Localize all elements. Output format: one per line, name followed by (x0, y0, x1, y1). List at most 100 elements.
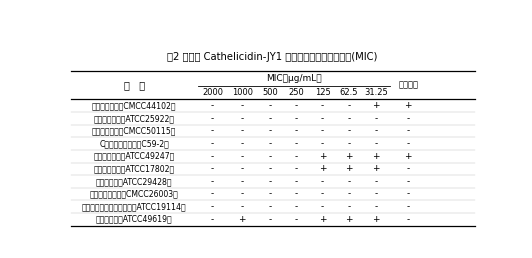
Text: +: + (319, 215, 326, 224)
Text: -: - (406, 139, 410, 148)
Text: -: - (406, 202, 410, 211)
Text: -: - (269, 215, 272, 224)
Text: 空肠弯曲菌（ATCC29428）: 空肠弯曲菌（ATCC29428） (96, 177, 172, 186)
Text: -: - (375, 177, 378, 186)
Text: -: - (347, 126, 351, 135)
Text: -: - (240, 139, 244, 148)
Text: -: - (269, 139, 272, 148)
Text: +: + (404, 101, 412, 110)
Text: -: - (211, 114, 214, 123)
Text: -: - (211, 190, 214, 199)
Text: -: - (269, 202, 272, 211)
Text: -: - (375, 139, 378, 148)
Text: 表2 抗菌肽 Cathelicidin-JY1 对指示菌的最小抑菌浓度(MIC): 表2 抗菌肽 Cathelicidin-JY1 对指示菌的最小抑菌浓度(MIC) (168, 52, 378, 62)
Text: 流感嗜血杆菌（ATCC49247）: 流感嗜血杆菌（ATCC49247） (94, 152, 175, 161)
Text: 大肠埃希氏菌（CMCC44102）: 大肠埃希氏菌（CMCC44102） (92, 101, 177, 110)
Text: -: - (347, 101, 351, 110)
Text: 31.25: 31.25 (364, 88, 388, 97)
Text: -: - (269, 114, 272, 123)
Text: -: - (211, 215, 214, 224)
Text: -: - (375, 190, 378, 199)
Text: -: - (347, 139, 351, 148)
Text: -: - (240, 202, 244, 211)
Text: +: + (372, 152, 380, 161)
Text: +: + (345, 152, 353, 161)
Text: -: - (240, 126, 244, 135)
Text: C型产气荚膜梭菌（C59-2）: C型产气荚膜梭菌（C59-2） (99, 139, 169, 148)
Text: -: - (269, 164, 272, 173)
Text: -: - (347, 177, 351, 186)
Text: -: - (240, 164, 244, 173)
Text: -: - (295, 152, 298, 161)
Text: 125: 125 (314, 88, 330, 97)
Text: -: - (321, 139, 324, 148)
Text: 大肠埃希氏菌（ATCC25922）: 大肠埃希氏菌（ATCC25922） (94, 114, 174, 123)
Text: MIC（μg/mL）: MIC（μg/mL） (266, 74, 322, 83)
Text: -: - (211, 152, 214, 161)
Text: -: - (295, 114, 298, 123)
Text: +: + (372, 164, 380, 173)
Text: -: - (295, 177, 298, 186)
Text: -: - (240, 101, 244, 110)
Text: -: - (211, 139, 214, 148)
Text: -: - (321, 177, 324, 186)
Text: -: - (406, 114, 410, 123)
Text: -: - (269, 126, 272, 135)
Text: -: - (375, 126, 378, 135)
Text: -: - (295, 164, 298, 173)
Text: -: - (347, 114, 351, 123)
Text: 鼠伤寒沙门菌（CMCC50115）: 鼠伤寒沙门菌（CMCC50115） (92, 126, 177, 135)
Text: -: - (321, 126, 324, 135)
Text: +: + (319, 152, 326, 161)
Text: -: - (295, 126, 298, 135)
Text: -: - (295, 101, 298, 110)
Text: 62.5: 62.5 (339, 88, 358, 97)
Text: -: - (295, 190, 298, 199)
Text: -: - (269, 177, 272, 186)
Text: +: + (319, 164, 326, 173)
Text: -: - (321, 190, 324, 199)
Text: -: - (211, 164, 214, 173)
Text: -: - (295, 139, 298, 148)
Text: 溶溶血性弧菌（ATCC17802）: 溶溶血性弧菌（ATCC17802） (94, 164, 175, 173)
Text: 空白对照: 空白对照 (398, 80, 418, 90)
Text: -: - (211, 101, 214, 110)
Text: -: - (406, 190, 410, 199)
Text: 500: 500 (262, 88, 278, 97)
Text: +: + (372, 101, 380, 110)
Text: -: - (406, 177, 410, 186)
Text: -: - (295, 215, 298, 224)
Text: -: - (240, 114, 244, 123)
Text: 单核细胞增生李斯特氏菌（ATCC19114）: 单核细胞增生李斯特氏菌（ATCC19114） (82, 202, 187, 211)
Text: -: - (321, 114, 324, 123)
Text: -: - (240, 152, 244, 161)
Text: 250: 250 (288, 88, 304, 97)
Text: -: - (321, 202, 324, 211)
Text: 2000: 2000 (202, 88, 223, 97)
Text: -: - (269, 152, 272, 161)
Text: +: + (345, 164, 353, 173)
Text: -: - (211, 126, 214, 135)
Text: 1000: 1000 (231, 88, 253, 97)
Text: -: - (211, 202, 214, 211)
Text: +: + (372, 215, 380, 224)
Text: -: - (269, 101, 272, 110)
Text: -: - (406, 164, 410, 173)
Text: -: - (269, 190, 272, 199)
Text: -: - (406, 215, 410, 224)
Text: -: - (406, 126, 410, 135)
Text: +: + (404, 152, 412, 161)
Text: -: - (240, 190, 244, 199)
Text: -: - (347, 202, 351, 211)
Text: +: + (345, 215, 353, 224)
Text: -: - (375, 114, 378, 123)
Text: -: - (240, 177, 244, 186)
Text: -: - (375, 202, 378, 211)
Text: -: - (321, 101, 324, 110)
Text: -: - (347, 190, 351, 199)
Text: -: - (211, 177, 214, 186)
Text: 肺炎链球菌（ATCC49619）: 肺炎链球菌（ATCC49619） (96, 215, 172, 224)
Text: 菌   株: 菌 株 (124, 80, 145, 90)
Text: 金黄色葡萄球菌（CMCC26003）: 金黄色葡萄球菌（CMCC26003） (90, 190, 179, 199)
Text: -: - (295, 202, 298, 211)
